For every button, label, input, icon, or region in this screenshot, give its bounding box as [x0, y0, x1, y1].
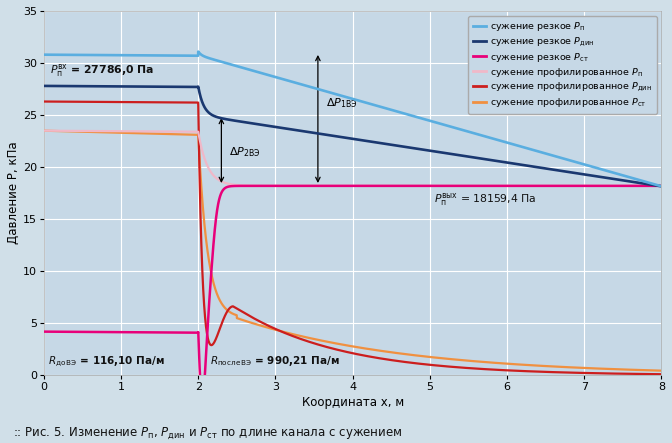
Y-axis label: Давление P, кПа: Давление P, кПа — [7, 142, 20, 245]
Text: $R_{\rm после\,ВЭ}$ = 990,21 Па/м: $R_{\rm после\,ВЭ}$ = 990,21 Па/м — [210, 354, 339, 368]
X-axis label: Координата x, м: Координата x, м — [302, 396, 404, 409]
Legend: сужение резкое $P_{\mathrm{п}}$, сужение резкое $P_{\mathrm{дин}}$, сужение резк: сужение резкое $P_{\mathrm{п}}$, сужение… — [468, 16, 657, 114]
Text: $R_{\rm до\,ВЭ}$ = 116,10 Па/м: $R_{\rm до\,ВЭ}$ = 116,10 Па/м — [48, 354, 165, 369]
Text: :: Рис. 5. Изменение $P_{{\rm п}}$, $P_{{\rm дин}}$ и $P_{{\rm ст}}$ по длине ка: :: Рис. 5. Изменение $P_{{\rm п}}$, $P_{… — [13, 425, 403, 441]
Text: $P_{\rm п}^{\rm вх}$ = 27786,0 Па: $P_{\rm п}^{\rm вх}$ = 27786,0 Па — [50, 62, 155, 79]
Text: $\Delta P_{\rm 1ВЭ}$: $\Delta P_{\rm 1ВЭ}$ — [326, 97, 358, 110]
Text: $\Delta P_{\rm 2ВЭ}$: $\Delta P_{\rm 2ВЭ}$ — [229, 146, 261, 159]
Text: $P_{\rm п}^{\rm вых}$ = 18159,4 Па: $P_{\rm п}^{\rm вых}$ = 18159,4 Па — [433, 191, 536, 208]
